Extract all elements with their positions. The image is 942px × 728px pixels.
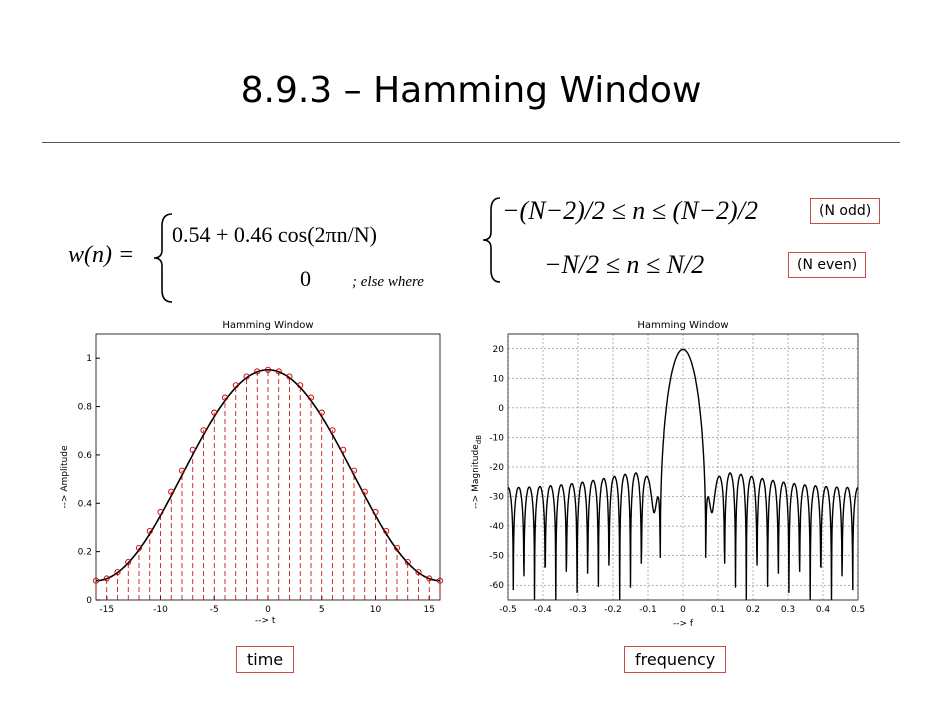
stem-marker	[189, 446, 196, 453]
y-tick-label: 0.4	[78, 499, 93, 509]
x-tick-label: 5	[319, 605, 325, 615]
x-tick-label: 10	[370, 605, 382, 615]
n-odd-label: (N odd)	[810, 198, 881, 224]
y-tick-label: -40	[489, 522, 504, 532]
x-tick-label: -15	[99, 605, 114, 615]
y-tick-label: -50	[489, 552, 504, 562]
x-tick-label: -0.4	[534, 605, 552, 615]
stem-marker	[436, 577, 444, 584]
slide-title: 8.9.3 – Hamming Window	[240, 70, 702, 111]
stem-marker	[168, 488, 175, 495]
time-domain-plot: -15 -10 -5 0 5 10 15 0 0.2 0.4 0.6 0.8 1	[78, 333, 444, 615]
y-tick-label: 0.8	[78, 403, 93, 413]
stem-marker	[114, 569, 121, 576]
x-tick-label: -10	[153, 605, 168, 615]
x-tick-label: -0.1	[639, 605, 657, 615]
y-tick-label: 0.2	[78, 548, 92, 558]
x-tick-label: -0.2	[604, 605, 622, 615]
right-brace-icon	[482, 197, 501, 283]
stem-marker	[350, 467, 358, 474]
stem-marker	[318, 409, 325, 416]
stem-marker	[146, 528, 153, 535]
stem-marker	[135, 544, 143, 552]
x-tick-label: 0.5	[851, 605, 865, 615]
y-tick-label: 1	[86, 354, 92, 364]
case2-condition: ; else where	[352, 274, 424, 290]
case1-expression: 0.54 + 0.46 cos(2πn/N)	[172, 222, 377, 247]
range-odd: −(N−2)/2 ≤ n ≤ (N−2)/2	[502, 196, 758, 225]
x-tick-label: 0	[265, 605, 271, 615]
stem-marker	[307, 394, 315, 401]
left-brace-icon	[153, 213, 173, 303]
case2-value: 0	[300, 266, 311, 291]
stem-marker	[125, 558, 132, 566]
stem-marker	[92, 577, 100, 584]
frequency-domain-plot: -0.5 -0.4 -0.3 -0.2 -0.1 0 0.1 0.2 0.3 0.4 0.5 -60 -…	[489, 333, 865, 615]
y-tick-label: 20	[493, 345, 505, 355]
magnitude-curve	[507, 348, 859, 601]
stem-marker	[340, 446, 347, 453]
stem-marker	[426, 575, 433, 582]
stem-marker	[254, 368, 261, 375]
y-tick-label: -20	[489, 463, 504, 473]
x-tick-label: 0.2	[746, 605, 760, 615]
stem-marker	[264, 366, 272, 373]
caption-frequency: frequency	[624, 646, 727, 673]
stem-marker	[372, 508, 379, 516]
equation-lhs: w(n) =	[68, 242, 135, 268]
stem-marker	[221, 394, 229, 401]
stem-marker	[329, 427, 336, 434]
stem-marker	[103, 575, 110, 582]
time-plot-xlabel: --> t	[255, 616, 276, 626]
stem-marker	[232, 382, 239, 389]
x-tick-label: 0.1	[711, 605, 725, 615]
y-tick-label: 10	[493, 374, 505, 384]
caption-time: time	[236, 646, 295, 673]
stem-marker	[157, 508, 164, 516]
stem-marker	[297, 382, 304, 389]
x-tick-label: -0.3	[569, 605, 587, 615]
n-even-label: (N even)	[788, 252, 867, 278]
x-tick-label: -5	[210, 605, 219, 615]
freq-plot-xlabel: --> f	[673, 619, 694, 629]
y-tick-label: 0	[498, 404, 504, 414]
time-plot-title: Hamming Window	[222, 320, 314, 331]
y-tick-label: -10	[489, 433, 504, 443]
range-even: −N/2 ≤ n ≤ N/2	[544, 250, 705, 279]
stem-marker	[178, 467, 186, 474]
stem-marker	[200, 427, 207, 434]
x-tick-label: 0	[680, 605, 686, 615]
stem-marker	[275, 368, 282, 375]
x-tick-label: 15	[424, 605, 435, 615]
stem-marker	[383, 528, 390, 535]
y-tick-label: 0.6	[78, 451, 93, 461]
window-envelope	[95, 369, 441, 582]
stem-marker	[243, 373, 250, 380]
freq-plot-title: Hamming Window	[637, 320, 729, 331]
x-tick-label: 0.4	[816, 605, 831, 615]
y-tick-label: -60	[489, 581, 504, 591]
stem-marker	[211, 409, 218, 416]
freq-ylabel-text: --> Magnitude	[471, 444, 482, 509]
freq-ylabel-sub: dB	[474, 434, 483, 445]
stem-marker	[404, 558, 411, 566]
x-tick-label: 0.3	[781, 605, 795, 615]
y-tick-label: -30	[489, 493, 504, 503]
stem-marker	[286, 373, 293, 380]
stem-marker	[393, 544, 401, 552]
x-tick-label: -0.5	[499, 605, 517, 615]
freq-plot-ylabel: --> MagnitudedB	[471, 427, 483, 517]
title-divider	[42, 142, 900, 143]
stem-marker	[415, 569, 422, 576]
time-plot-ylabel: --> Amplitude	[60, 445, 70, 509]
stem-marker	[361, 488, 368, 495]
y-tick-label: 0	[86, 596, 92, 606]
